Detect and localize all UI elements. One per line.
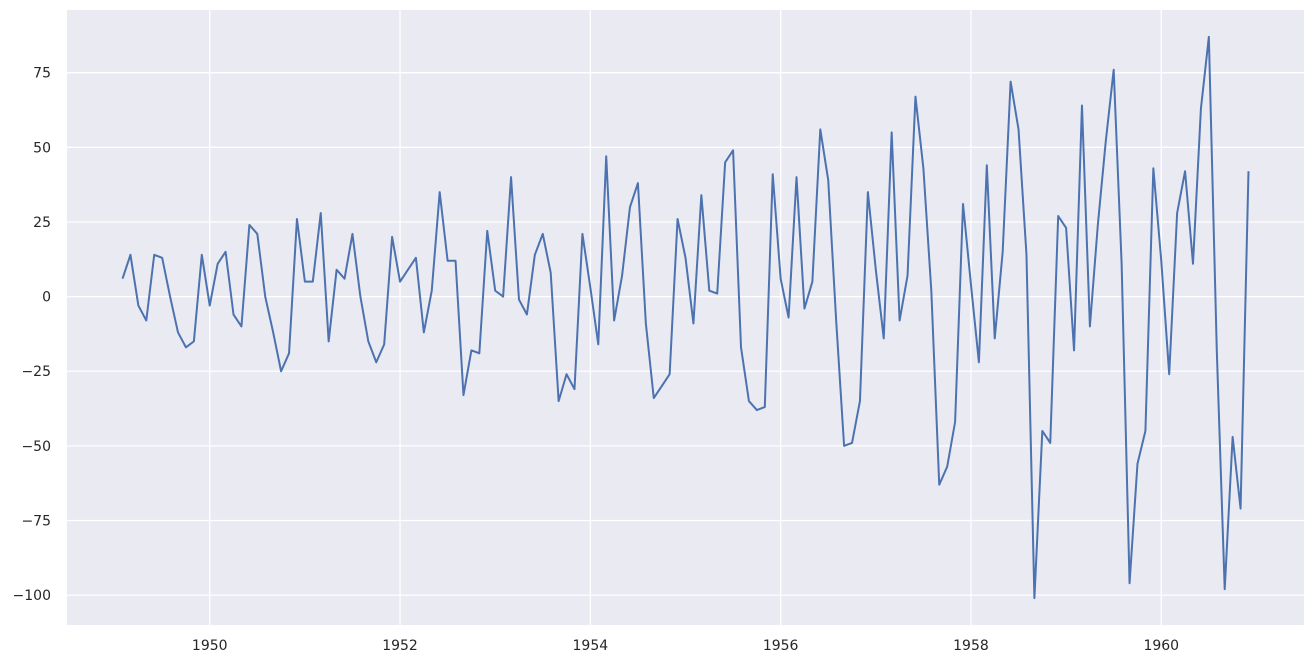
- x-tick-label: 1954: [573, 638, 609, 654]
- x-tick-label: 1960: [1143, 638, 1179, 654]
- y-axis-tick-labels: 75 50 25 0 −25 −50 −75 −100: [13, 66, 51, 604]
- x-tick-label: 1950: [192, 638, 228, 654]
- y-tick-label: 75: [33, 66, 51, 82]
- grid-lines: [67, 10, 1304, 625]
- y-tick-label: 0: [42, 290, 51, 306]
- x-tick-label: 1952: [382, 638, 418, 654]
- y-tick-label: −25: [21, 364, 51, 380]
- y-tick-label: −50: [21, 439, 51, 455]
- series-line: [121, 35, 1250, 600]
- x-tick-label: 1958: [953, 638, 989, 654]
- y-tick-label: 25: [33, 215, 51, 231]
- x-tick-label: 1956: [763, 638, 799, 654]
- x-axis-tick-labels: 1950 1952 1954 1956 1958 1960: [192, 638, 1179, 654]
- y-tick-label: −100: [13, 588, 51, 604]
- y-tick-label: −75: [21, 514, 51, 530]
- y-tick-label: 50: [33, 140, 51, 156]
- plot-area: [67, 10, 1304, 625]
